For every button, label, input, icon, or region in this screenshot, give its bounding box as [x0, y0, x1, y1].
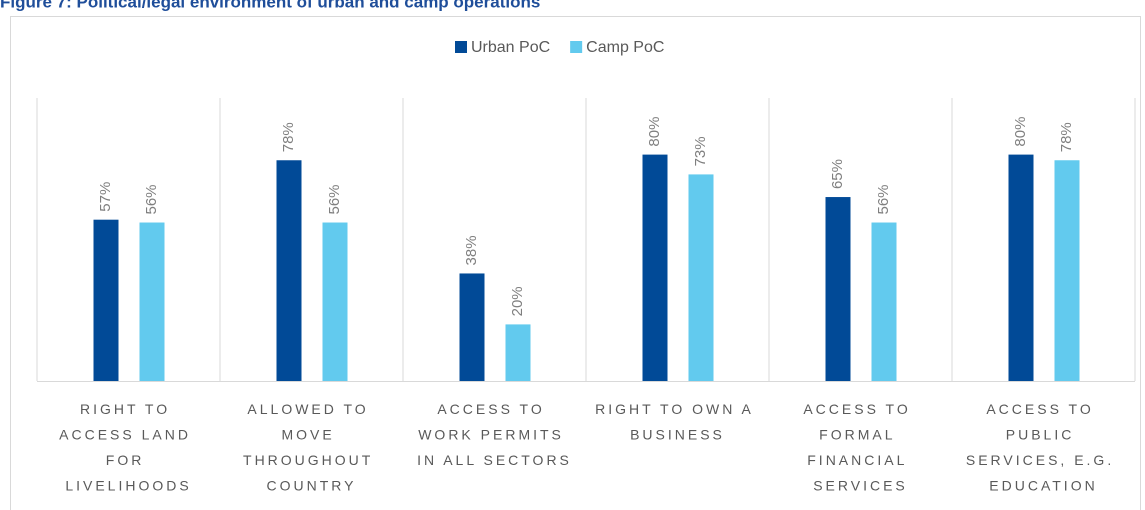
data-label: 78% [1058, 122, 1075, 152]
data-label: 80% [646, 117, 663, 147]
data-label: 65% [829, 159, 846, 189]
data-label: 73% [692, 136, 709, 166]
data-label: 20% [509, 286, 526, 316]
bar [825, 197, 851, 381]
data-label: 38% [463, 235, 480, 265]
x-tick-label: ALLOWED TO MOVE THROUGHOUT COUNTRY [243, 401, 380, 494]
bar [459, 273, 485, 381]
x-tick-label: RIGHT TO ACCESS LAND FOR LIVELIHOODS [59, 401, 198, 494]
bar [276, 160, 302, 381]
bar [642, 154, 668, 381]
legend-swatch [570, 41, 583, 53]
bar [1008, 154, 1034, 381]
data-label: 78% [280, 122, 297, 152]
x-tick-label: RIGHT TO OWN A BUSINESS [595, 401, 760, 443]
bar [871, 222, 897, 381]
chart-title: Figure 7: Political/legal environment of… [0, 0, 540, 11]
x-tick-label: ACCESS TO WORK PERMITS IN ALL SECTORS [417, 401, 572, 468]
legend-label: Urban PoC [471, 39, 550, 56]
chart-frame [10, 16, 1141, 510]
bar [93, 219, 119, 381]
x-tick-label: ACCESS TO PUBLIC SERVICES, E.G. EDUCATIO… [966, 401, 1121, 494]
x-tick-label: ACCESS TO FORMAL FINANCIAL SERVICES [803, 401, 917, 494]
data-label: 56% [875, 184, 892, 214]
legend-swatch [455, 41, 467, 53]
bar [322, 222, 348, 381]
data-label: 56% [326, 184, 343, 214]
bar [1054, 160, 1080, 381]
data-label: 80% [1012, 117, 1029, 147]
bar [505, 324, 531, 381]
bar [139, 222, 165, 381]
legend-label: Camp PoC [586, 39, 664, 56]
data-label: 56% [143, 184, 160, 214]
data-label: 57% [97, 182, 114, 212]
bar [688, 174, 714, 381]
